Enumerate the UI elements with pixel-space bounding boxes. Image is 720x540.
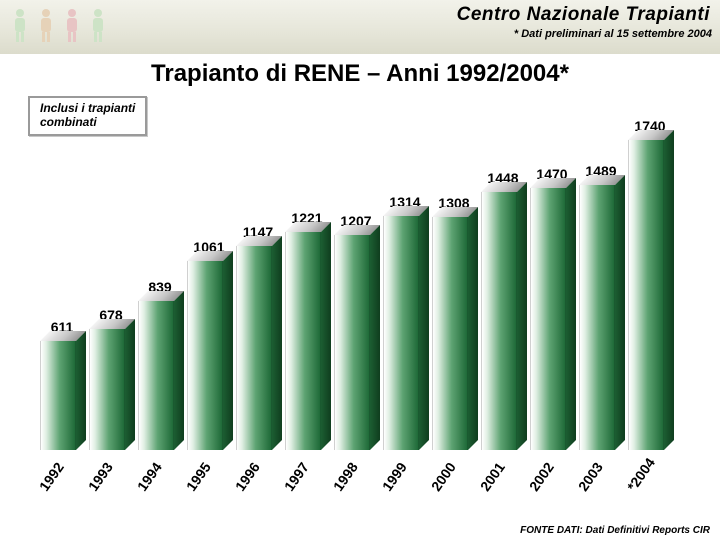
bar: 611 (40, 341, 76, 450)
header-band: Centro Nazionale Trapianti * Dati prelim… (0, 0, 720, 54)
person-icon (34, 6, 58, 46)
person-icon (60, 6, 84, 46)
person-icon (8, 6, 32, 46)
bar: 839 (138, 301, 174, 450)
x-axis-label: 1994 (134, 459, 165, 494)
bar: 1147 (236, 246, 272, 450)
x-axis-label: 1996 (232, 459, 263, 494)
bar: 1470 (530, 188, 566, 450)
x-axis-label: *2004 (624, 455, 658, 494)
bar: 1740 (628, 140, 664, 450)
bar: 1308 (432, 217, 468, 450)
plot-area: 611 678 839 1061 1147 1221 1207 1314 1308 1448 147… (40, 120, 680, 450)
x-axis-label: 1993 (85, 459, 116, 494)
header-subtitle: * Dati preliminari al 15 settembre 2004 (514, 28, 712, 40)
x-axis-label: 1998 (330, 459, 361, 494)
person-icon (86, 6, 110, 46)
x-axis-label: 2002 (526, 459, 557, 494)
footer-source: FONTE DATI: Dati Definitivi Reports CIR (520, 525, 710, 536)
x-axis-label: 1997 (281, 459, 312, 494)
bar: 1314 (383, 216, 419, 450)
x-axis-label: 1995 (183, 459, 214, 494)
x-axis-label: 2000 (428, 459, 459, 494)
bar: 1489 (579, 185, 615, 450)
x-axis-label: 1999 (379, 459, 410, 494)
bar: 1221 (285, 232, 321, 450)
page-title: Trapianto di RENE – Anni 1992/2004* (0, 60, 720, 88)
header-icon-row (8, 6, 110, 46)
bar: 1061 (187, 261, 223, 450)
x-axis-label: 2003 (575, 459, 606, 494)
bar: 1448 (481, 192, 517, 450)
x-axis-label: 2001 (477, 459, 508, 494)
bar: 1207 (334, 235, 370, 450)
x-axis-labels: 1992199319941995199619971998199920002001… (40, 452, 680, 500)
bar: 678 (89, 329, 125, 450)
header-title: Centro Nazionale Trapianti (457, 4, 710, 26)
bar-chart: 611 678 839 1061 1147 1221 1207 1314 1308 1448 147… (30, 100, 690, 500)
x-axis-label: 1992 (36, 459, 67, 494)
